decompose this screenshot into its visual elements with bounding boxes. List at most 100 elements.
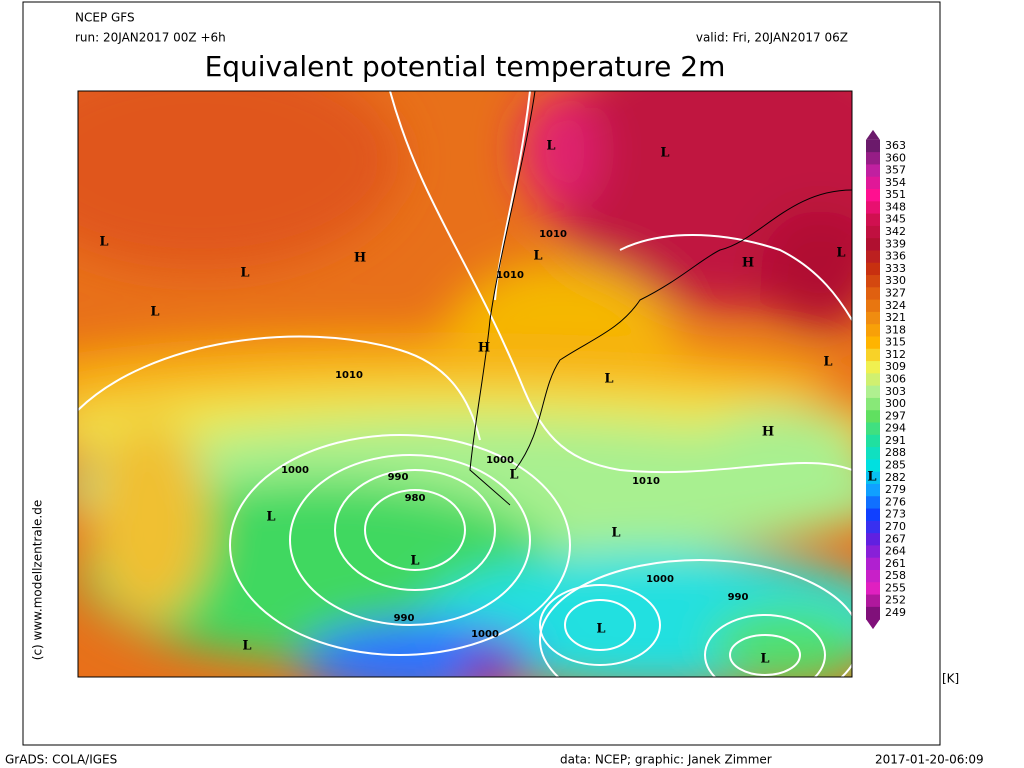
copyright: (c) www.modellzentrale.de xyxy=(31,500,45,660)
colorbar-label: 351 xyxy=(885,188,906,201)
colorbar-label: 273 xyxy=(885,508,906,521)
colorbar-label: 363 xyxy=(885,139,906,152)
colorbar-label: 315 xyxy=(885,336,906,349)
colorbar-swatch xyxy=(866,238,880,251)
isobar-label: 1010 xyxy=(335,370,363,381)
colorbar-swatch xyxy=(866,225,880,239)
colorbar-label: 339 xyxy=(885,237,906,250)
colorbar-label: 327 xyxy=(885,286,906,299)
colorbar-label: 348 xyxy=(885,200,906,213)
colorbar-swatch xyxy=(866,410,880,424)
colorbar-label: 294 xyxy=(885,422,906,435)
colorbar-label: 300 xyxy=(885,397,906,410)
colorbar-label: 249 xyxy=(885,606,906,619)
colorbar-label: 258 xyxy=(885,569,906,582)
colorbar-swatch xyxy=(866,336,880,350)
colorbar-label: 264 xyxy=(885,545,906,558)
colorbar-swatch xyxy=(866,459,880,473)
map xyxy=(78,91,852,677)
pressure-center: L xyxy=(546,139,555,154)
colorbar-label: 330 xyxy=(885,274,906,287)
isobar-label: 1000 xyxy=(281,465,309,476)
pressure-center: L xyxy=(240,266,249,281)
isobar-label: 1000 xyxy=(471,629,499,640)
colorbar-label: 279 xyxy=(885,483,906,496)
pressure-center: H xyxy=(478,341,490,356)
colorbar-swatch xyxy=(866,189,880,202)
colorbar-label: 360 xyxy=(885,151,906,164)
colorbar-label: 288 xyxy=(885,446,906,459)
pressure-center: L xyxy=(823,355,832,370)
pressure-center: H xyxy=(762,425,774,440)
colorbar-label: 285 xyxy=(885,459,906,472)
isobar-label: 990 xyxy=(728,592,749,603)
colorbar-swatch xyxy=(866,508,880,522)
colorbar-swatch xyxy=(866,275,880,288)
map-frame xyxy=(77,90,853,678)
pressure-center: L xyxy=(410,554,419,569)
colorbar-swatch xyxy=(866,152,880,165)
colorbar-label: 306 xyxy=(885,373,906,386)
isobar-label: 1000 xyxy=(486,455,514,466)
colorbar-label: 318 xyxy=(885,323,906,336)
colorbar-swatch xyxy=(866,533,880,546)
footer-timestamp: 2017-01-20-06:09 xyxy=(875,753,984,767)
colorbar-label: 297 xyxy=(885,409,906,422)
colorbar-swatch xyxy=(866,348,880,362)
colorbar-swatch xyxy=(866,496,880,510)
colorbar-label: 321 xyxy=(885,311,906,324)
colorbar-label: 252 xyxy=(885,594,906,607)
colorbar-swatch xyxy=(866,139,880,153)
isobar-label: 1010 xyxy=(539,229,567,240)
colorbar-label: 303 xyxy=(885,385,906,398)
colorbar-swatch xyxy=(866,201,880,215)
colorbar-label: 345 xyxy=(885,213,906,226)
colorbar-label: 309 xyxy=(885,360,906,373)
colorbar-swatch xyxy=(866,520,880,534)
colorbar-swatch xyxy=(866,606,880,620)
pressure-center: L xyxy=(150,305,159,320)
pressure-center: L xyxy=(760,652,769,667)
colorbar-label: 333 xyxy=(885,262,906,275)
model-name: NCEP GFS xyxy=(75,11,135,25)
colorbar-swatch xyxy=(866,594,880,608)
isobar-label: 1010 xyxy=(632,476,660,487)
pressure-center: H xyxy=(354,251,366,266)
valid-time: valid: Fri, 20JAN2017 06Z xyxy=(696,31,848,45)
frame xyxy=(22,1,941,746)
isobar-label: 980 xyxy=(405,493,426,504)
run-time: run: 20JAN2017 00Z +6h xyxy=(75,31,226,45)
colorbar-swatch xyxy=(866,434,880,448)
colorbar-label: 312 xyxy=(885,348,906,361)
pressure-center: L xyxy=(596,622,605,637)
colorbar-swatch xyxy=(866,164,880,178)
colorbar-swatch xyxy=(866,176,880,190)
pressure-center: L xyxy=(660,146,669,161)
colorbar-label: 354 xyxy=(885,176,906,189)
colorbar-swatch xyxy=(866,582,880,596)
pressure-center: L xyxy=(533,249,542,264)
colorbar-swatch xyxy=(866,447,880,460)
colorbar-label: 342 xyxy=(885,225,906,238)
colorbar-swatch xyxy=(866,422,880,436)
colorbar-label: 276 xyxy=(885,495,906,508)
colorbar-label: 324 xyxy=(885,299,906,312)
pressure-center: L xyxy=(266,510,275,525)
footer-software: GrADS: COLA/IGES xyxy=(5,753,117,767)
colorbar-label: 267 xyxy=(885,532,906,545)
colorbar-swatch xyxy=(866,397,880,411)
pressure-center: L xyxy=(604,372,613,387)
pressure-center: L xyxy=(99,235,108,250)
isobar-label: 1010 xyxy=(496,270,524,281)
colorbar-label: 270 xyxy=(885,520,906,533)
pressure-center: L xyxy=(509,468,518,483)
pressure-center: L xyxy=(836,246,845,261)
pressure-center: H xyxy=(742,256,754,271)
colorbar-swatch xyxy=(866,385,880,399)
colorbar-label: 291 xyxy=(885,434,906,447)
colorbar-label: 261 xyxy=(885,557,906,570)
colorbar-swatch xyxy=(866,373,880,387)
colorbar-swatch xyxy=(866,471,880,485)
colorbar-swatch xyxy=(866,213,880,227)
